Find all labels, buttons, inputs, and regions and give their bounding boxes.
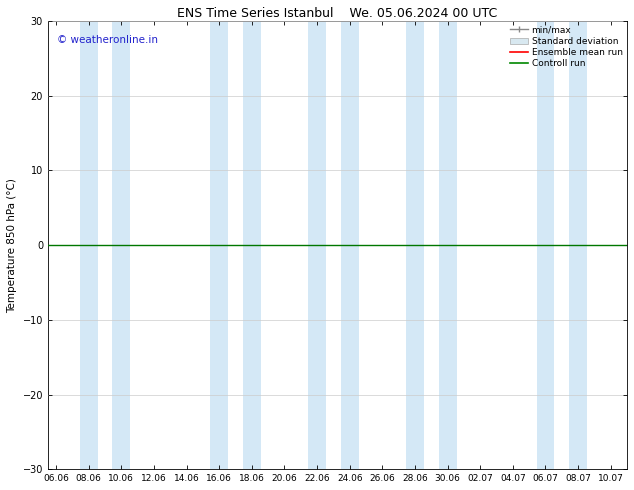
Bar bbox=[243, 21, 261, 469]
Title: ENS Time Series Istanbul    We. 05.06.2024 00 UTC: ENS Time Series Istanbul We. 05.06.2024 … bbox=[178, 7, 498, 20]
Bar bbox=[536, 21, 555, 469]
Legend: min/max, Standard deviation, Ensemble mean run, Controll run: min/max, Standard deviation, Ensemble me… bbox=[508, 24, 624, 70]
Bar bbox=[210, 21, 228, 469]
Bar bbox=[308, 21, 326, 469]
Bar bbox=[112, 21, 130, 469]
Text: © weatheronline.in: © weatheronline.in bbox=[56, 35, 158, 45]
Bar bbox=[406, 21, 424, 469]
Bar bbox=[439, 21, 456, 469]
Bar bbox=[80, 21, 98, 469]
Y-axis label: Temperature 850 hPa (°C): Temperature 850 hPa (°C) bbox=[7, 178, 17, 313]
Bar bbox=[340, 21, 359, 469]
Bar bbox=[569, 21, 587, 469]
